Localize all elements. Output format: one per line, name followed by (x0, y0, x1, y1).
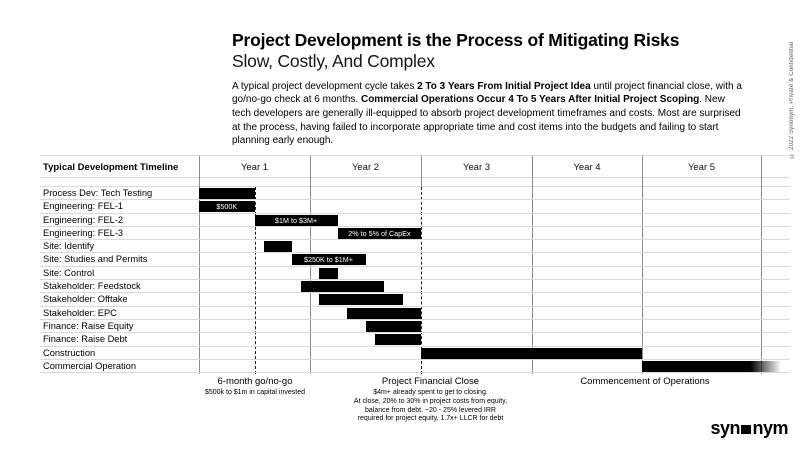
task-row: Engineering: FEL-3 2% to 5% of CapEx (40, 227, 790, 241)
intro-seg2-bold: 2 To 3 Years From Initial Project Idea (417, 80, 591, 92)
gantt-bar: $500K (199, 201, 255, 213)
task-label: Stakeholder: Feedstock (43, 281, 141, 292)
task-row: Site: Control (40, 267, 790, 281)
task-label: Finance: Raise Equity (43, 320, 134, 331)
gantt-bar (300, 281, 384, 293)
task-label: Site: Control (43, 267, 95, 278)
milestone-dashed-line (254, 187, 256, 374)
year-column-header: Year 2 (351, 162, 380, 173)
year-column-header: Year 3 (462, 162, 491, 173)
gantt-bar (347, 307, 421, 319)
bar-label: $250K to $1M+ (304, 255, 353, 265)
bar-label: 2% to 5% of CapEx (348, 228, 411, 238)
year-divider-line (199, 156, 200, 374)
task-label: Engineering: FEL-2 (43, 214, 124, 225)
task-label: Site: Identify (43, 241, 95, 252)
intro-seg3: until project financial close, with a go… (232, 80, 742, 106)
task-row: Commercial Operation (40, 360, 790, 374)
timeline-header-label: Typical Development Timeline (43, 162, 179, 173)
page-title: Project Development is the Process of Mi… (232, 30, 680, 50)
annotation-line: required for project equity, 1.7x+ LLCR … (357, 415, 504, 423)
task-row: Stakeholder: Feedstock (40, 280, 790, 294)
annotation-lines: $500k to $1m in capital invested (155, 389, 355, 398)
year-column-header: Year 1 (240, 162, 269, 173)
task-label: Stakeholder: EPC (43, 307, 117, 318)
annotation-line: balance from debt. ~20 - 25% levered IRR (365, 406, 496, 414)
logo-square-icon (741, 424, 751, 434)
annotation-commencement: Commencement of Operations (520, 376, 770, 389)
task-row: Construction (40, 347, 790, 360)
task-row: Site: Studies and Permits $250K to $1M+ (40, 253, 790, 267)
task-label: Site: Studies and Permits (43, 254, 148, 265)
milestone-dashed-line (421, 187, 422, 374)
annotation-go-no-go: 6-month go/no-go $500k to $1m in capital… (155, 376, 355, 398)
annotation-line: At close, 20% to 30% in project costs fr… (353, 397, 508, 405)
gantt-bar (421, 347, 642, 359)
task-label: Construction (43, 347, 96, 358)
intro-seg4-bold: Commercial Operations Occur 4 To 5 Years… (360, 94, 700, 106)
timeline-gap-row (40, 178, 790, 187)
synonym-logo: syn nym (710, 418, 788, 439)
timeline-table: Typical Development Timeline Year 1 Year … (40, 155, 790, 374)
year-divider-line (532, 156, 533, 374)
year-divider-line (421, 156, 422, 187)
page-subtitle: Slow, Costly, And Complex (232, 51, 435, 72)
task-row: Stakeholder: EPC (40, 307, 790, 320)
gantt-bar (365, 320, 421, 332)
task-label: Stakeholder: Offtake (43, 294, 128, 305)
task-row: Engineering: FEL-1 $500K (40, 200, 790, 214)
intro-seg1: A typical project development cycle take… (232, 80, 418, 92)
intro-seg5: . New tech developers are generally ill-… (232, 94, 741, 147)
gantt-rows: Process Dev: Tech Testing Engineering: FE… (40, 187, 790, 374)
slide-header: Project Development is the Process of Mi… (232, 30, 746, 148)
gantt-bar (319, 294, 403, 306)
annotation-lines: $4m+ already spent to get to closing. At … (308, 389, 553, 424)
timeline-header-row: Typical Development Timeline Year 1 Year … (40, 156, 790, 178)
task-row: Stakeholder: Offtake (40, 293, 790, 307)
task-label: Finance: Raise Debt (43, 334, 128, 345)
task-label: Engineering: FEL-3 (43, 227, 124, 238)
gantt-bar: $250K to $1M+ (291, 254, 366, 266)
year-column-header: Year 5 (687, 162, 716, 173)
annotation-title: Commencement of Operations (580, 376, 710, 387)
bar-label: $1M to $3M+ (275, 215, 318, 225)
annotation-title: 6-month go/no-go (217, 376, 293, 387)
gantt-bar (199, 188, 255, 199)
task-row: Process Dev: Tech Testing (40, 187, 790, 201)
gantt-bar (263, 241, 292, 253)
gantt-bar (374, 334, 421, 346)
annotation-financial-close: Project Financial Close $4m+ already spe… (308, 376, 553, 424)
annotation-line: $4m+ already spent to get to closing. (373, 389, 488, 396)
year-divider-line (642, 156, 643, 374)
gantt-bar: $1M to $3M+ (254, 214, 338, 226)
task-label: Engineering: FEL-1 (43, 201, 124, 212)
gantt-bar (642, 360, 781, 372)
year-divider-line (761, 156, 762, 374)
logo-text-post: nym (752, 418, 788, 438)
task-label: Commercial Operation (43, 360, 137, 371)
task-label: Process Dev: Tech Testing (43, 188, 153, 198)
task-row: Finance: Raise Debt (40, 333, 790, 347)
copyright-vertical: © 2022 Synonym. Private & Confidential (789, 41, 795, 158)
task-row: Finance: Raise Equity (40, 320, 790, 334)
annotation-line: $500k to $1m in capital invested (204, 389, 305, 396)
bar-label: $500K (216, 202, 238, 212)
task-row: Site: Identify (40, 240, 790, 254)
year-column-header: Year 4 (573, 162, 601, 173)
gantt-bar: 2% to 5% of CapEx (337, 227, 421, 239)
annotation-title: Project Financial Close (381, 376, 480, 387)
gantt-bar (319, 267, 338, 279)
task-row: Engineering: FEL-2 $1M to $3M+ (40, 214, 790, 227)
intro-paragraph: A typical project development cycle take… (232, 80, 746, 148)
logo-text-pre: syn (710, 418, 740, 438)
